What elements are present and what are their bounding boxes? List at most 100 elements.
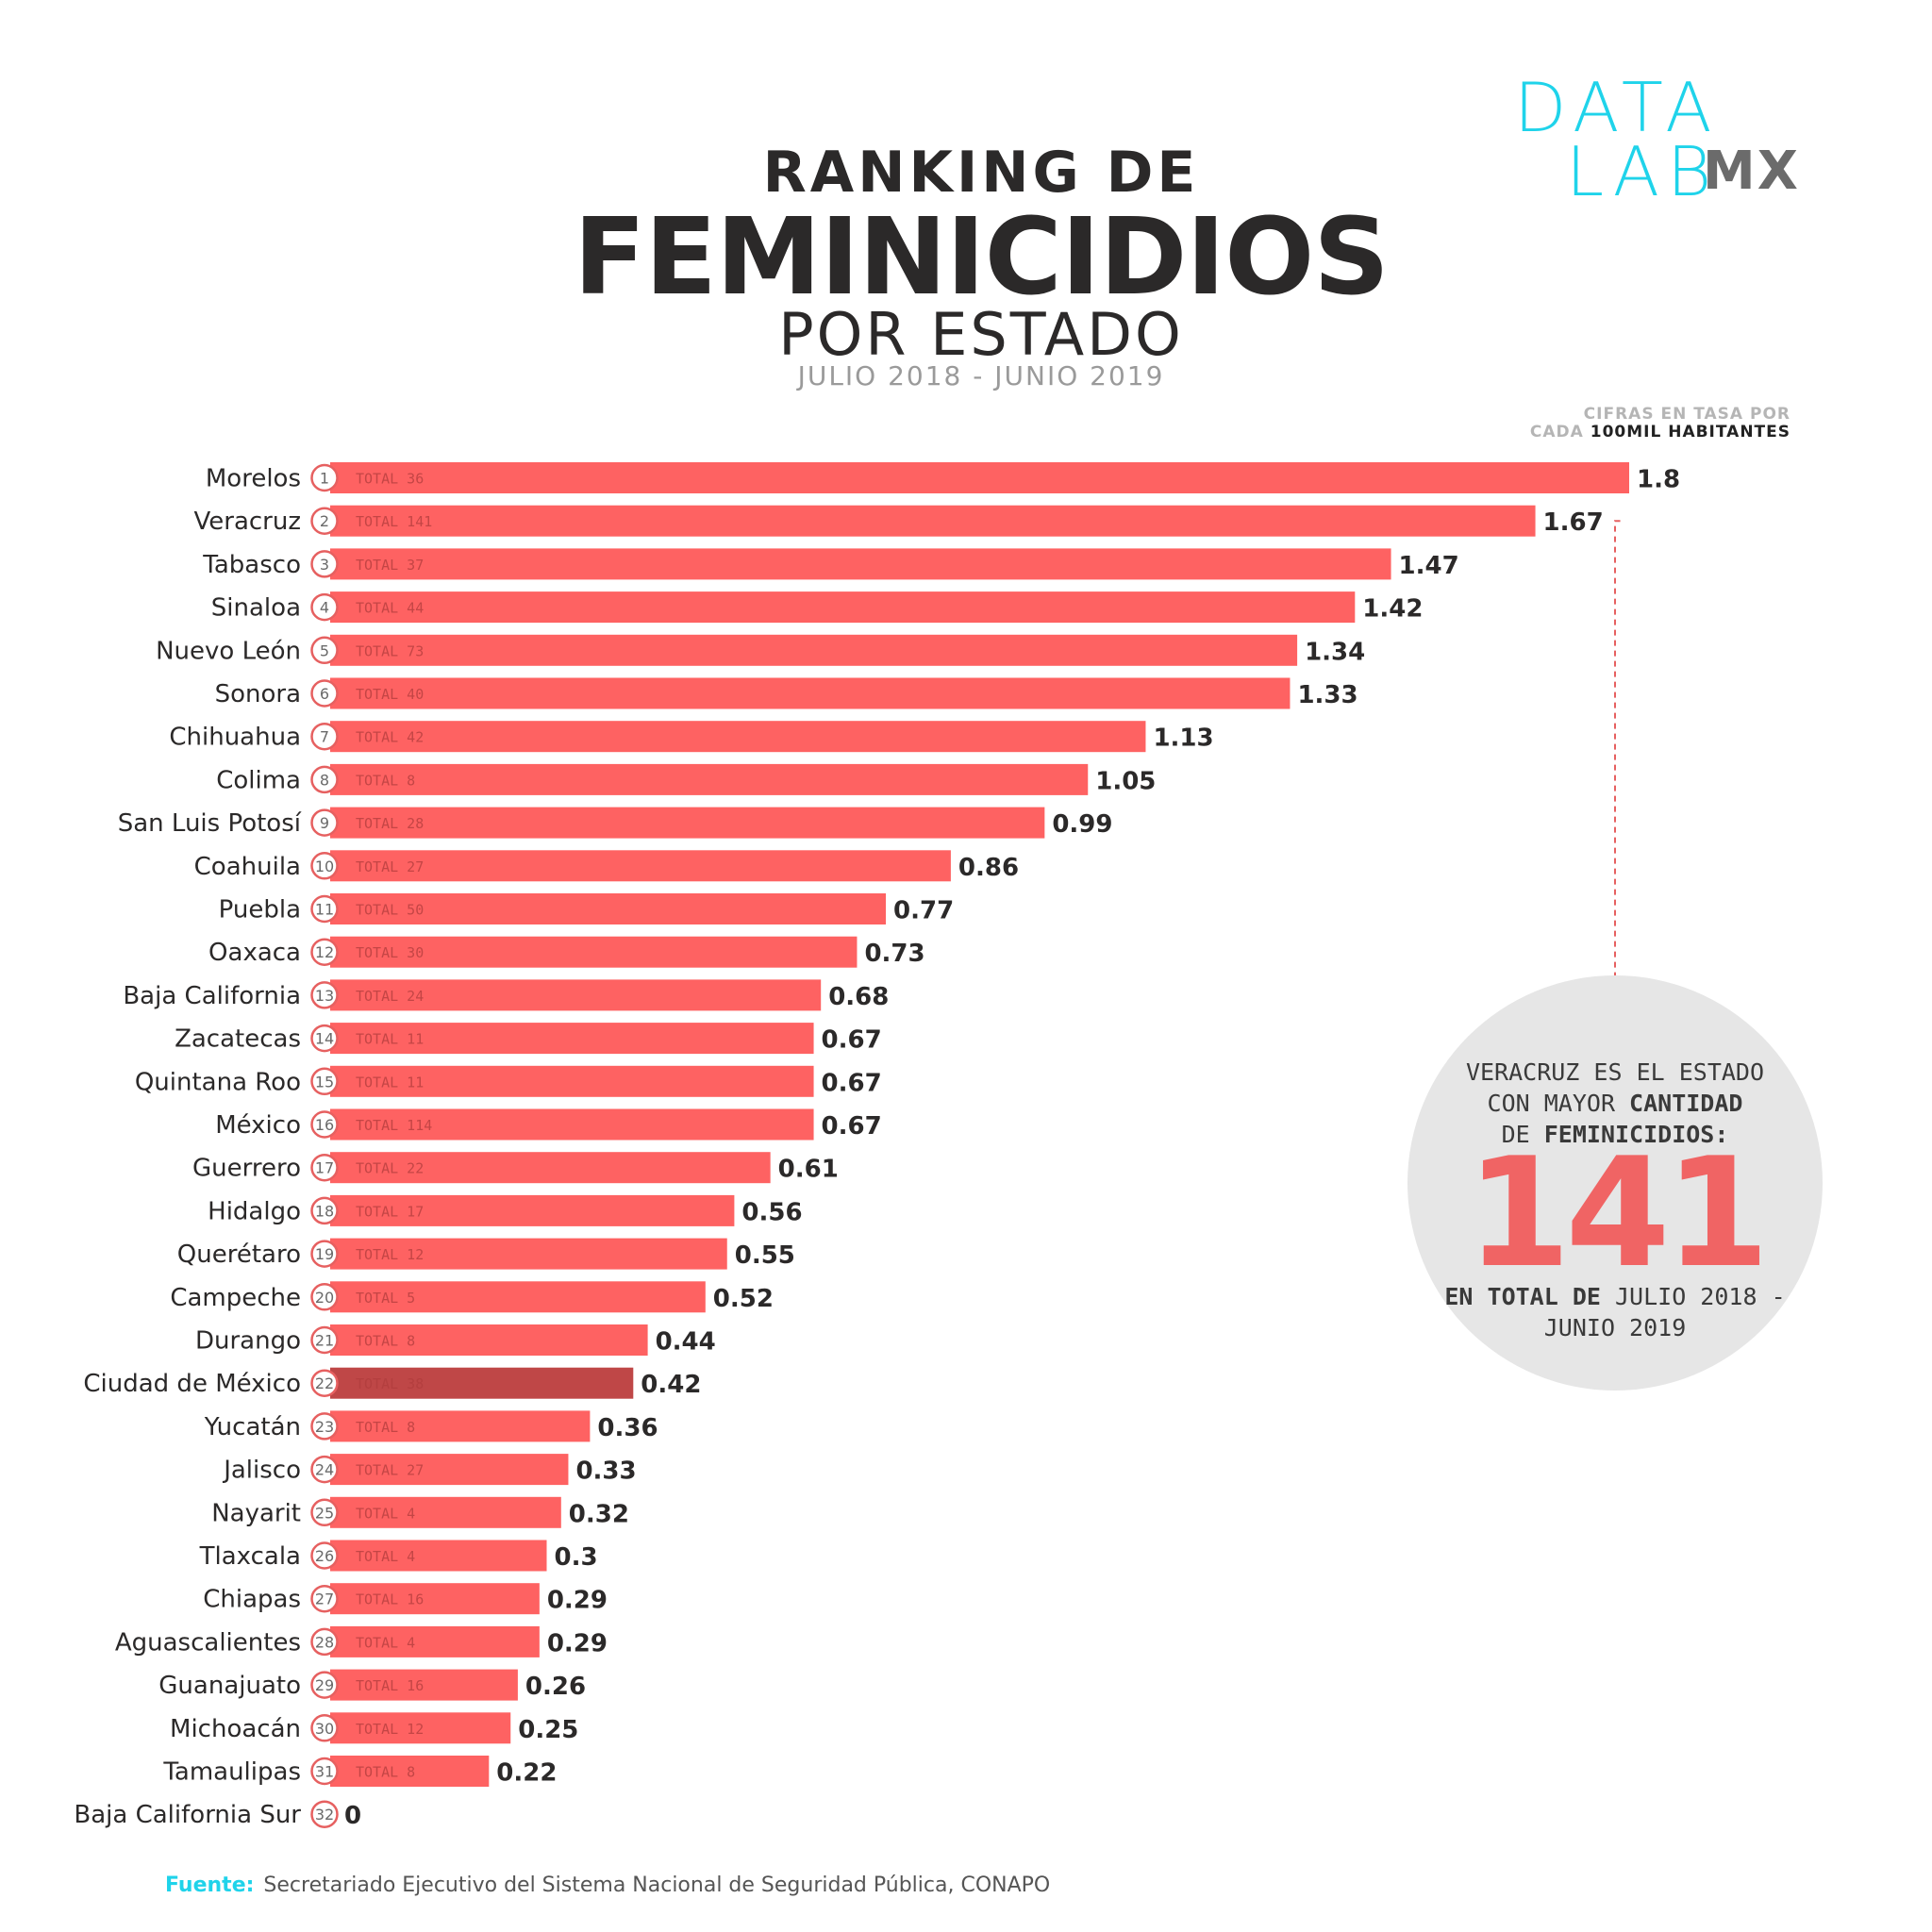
rank-label-25: 25 [315,1504,334,1522]
rank-label-22: 22 [315,1374,334,1392]
state-label-16: México [215,1111,301,1140]
value-label-32: 0 [344,1802,361,1830]
rank-circle-29 [310,1671,339,1699]
rank-circle-24 [310,1455,339,1484]
rank-circle-19 [310,1240,339,1268]
bar-4 [330,591,1356,624]
units-line1: CIFRAS EN TASA POR [1583,405,1790,424]
total-label-21: TOTAL 8 [356,1333,415,1350]
state-label-28: Aguascalientes [115,1628,301,1657]
rank-circle-26 [310,1541,339,1570]
units-line2-light: CADA [1529,423,1584,441]
value-label-21: 0.44 [656,1328,716,1357]
bar-24 [330,1454,569,1486]
value-label-19: 0.55 [735,1241,795,1270]
rank-label-6: 6 [320,685,329,703]
state-label-17: Guerrero [192,1155,301,1183]
rank-circle-32 [310,1800,339,1828]
rank-label-26: 26 [315,1547,334,1565]
total-label-24: TOTAL 27 [356,1462,424,1479]
bar-27 [330,1583,540,1615]
value-label-2: 1.67 [1543,508,1604,537]
logo-line1: DATA [1514,68,1720,147]
state-label-20: Campeche [170,1284,301,1312]
value-label-22: 0.42 [641,1371,701,1399]
bar-13 [330,979,822,1011]
state-label-7: Chihuahua [169,724,301,752]
value-label-17: 0.61 [778,1156,839,1184]
rank-label-1: 1 [320,470,329,488]
total-label-5: TOTAL 73 [356,642,424,659]
rank-label-14: 14 [315,1030,334,1048]
bar-29 [330,1669,518,1701]
callout-connector [1614,520,1621,975]
bar-28 [330,1625,540,1657]
bar-15 [330,1065,814,1097]
total-label-6: TOTAL 40 [356,686,424,703]
value-label-13: 0.68 [828,983,889,1011]
rank-circle-11 [310,894,339,924]
total-label-10: TOTAL 27 [356,858,424,875]
bar-30 [330,1712,511,1744]
total-label-14: TOTAL 11 [356,1031,424,1048]
state-label-27: Chiapas [203,1586,301,1614]
bar-31 [330,1756,490,1787]
value-label-9: 0.99 [1052,810,1112,839]
value-label-23: 0.36 [597,1414,658,1442]
state-label-32: Baja California Sur [74,1801,301,1829]
value-label-12: 0.73 [864,940,924,968]
source-text: Secretariado Ejecutivo del Sistema Nacio… [263,1874,1051,1897]
value-label-28: 0.29 [547,1629,608,1657]
callout-line2a: CON MAYOR [1487,1090,1630,1117]
bar-23 [330,1410,591,1442]
value-label-4: 1.42 [1362,595,1423,624]
rank-circle-9 [310,808,339,837]
value-label-7: 1.13 [1153,724,1213,753]
state-label-18: Hidalgo [208,1197,301,1225]
state-label-23: Yucatán [204,1413,301,1441]
callout-line3a: DE [1501,1121,1544,1148]
value-label-14: 0.67 [822,1026,882,1055]
rank-label-29: 29 [315,1676,334,1694]
total-label-20: TOTAL 5 [356,1290,415,1307]
state-label-29: Guanajuato [158,1672,301,1700]
rank-label-27: 27 [315,1591,334,1608]
rank-label-31: 31 [315,1763,334,1781]
rank-circle-27 [310,1584,339,1613]
total-label-3: TOTAL 37 [356,557,424,574]
total-label-31: TOTAL 8 [356,1764,415,1781]
state-label-22: Ciudad de México [83,1370,301,1398]
state-label-9: San Luis Potosí [118,809,302,838]
value-label-11: 0.77 [893,897,954,925]
rank-label-20: 20 [315,1289,334,1307]
bar-18 [330,1194,735,1226]
rank-label-13: 13 [315,987,334,1005]
bar-7 [330,721,1146,753]
rank-circle-10 [310,852,339,880]
state-label-6: Sonora [215,680,301,708]
rank-circle-23 [310,1412,339,1441]
state-label-11: Puebla [219,896,301,924]
rank-circle-6 [310,679,339,708]
state-label-5: Nuevo León [156,637,301,665]
value-label-8: 1.05 [1095,767,1156,795]
rank-label-8: 8 [320,771,329,789]
rank-circle-3 [310,550,339,578]
total-label-17: TOTAL 22 [356,1160,424,1177]
callout-line4a: JULIO 2018 - [1600,1283,1786,1310]
state-label-15: Quintana Roo [135,1068,301,1096]
state-label-8: Colima [216,766,301,794]
period-subtitle: JULIO 2018 - JUNIO 2019 [797,360,1165,391]
rank-circle-20 [310,1283,339,1311]
rank-circle-28 [310,1627,339,1657]
callout-number: 141 [1466,1124,1770,1301]
rank-label-30: 30 [315,1720,334,1738]
datalab-logo: DATA LAB MX [1514,68,1798,206]
source-label: Fuente: [165,1874,255,1897]
state-label-4: Sinaloa [211,594,301,623]
rank-circle-17 [310,1153,339,1182]
bar-3 [330,548,1391,580]
value-label-31: 0.22 [496,1759,557,1788]
value-label-18: 0.56 [741,1198,802,1226]
total-label-30: TOTAL 12 [356,1721,424,1738]
